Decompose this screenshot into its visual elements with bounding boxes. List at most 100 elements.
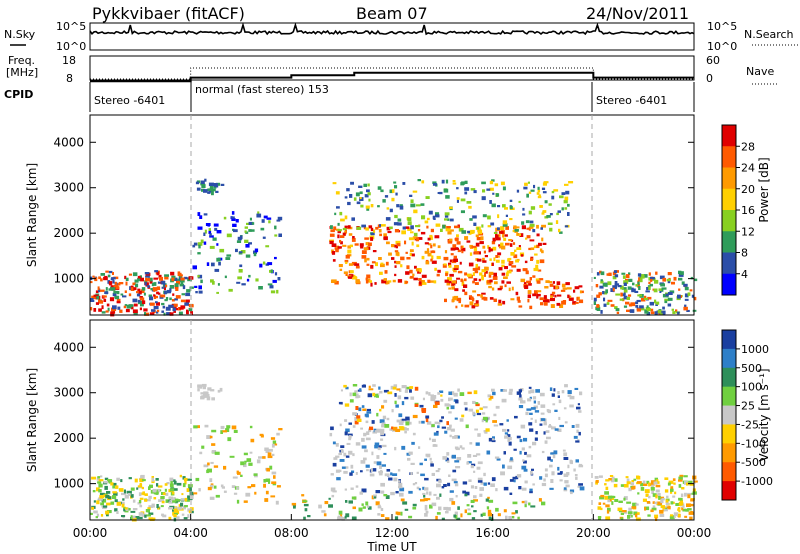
echo-cell (149, 296, 154, 301)
echo-cell (435, 212, 440, 215)
echo-cell (525, 411, 529, 416)
echo-cell (137, 502, 142, 505)
colorbar-swatch (722, 443, 736, 463)
echo-cell (522, 207, 525, 211)
echo-cell (482, 412, 486, 415)
echo-cell (143, 308, 148, 312)
echo-cell (614, 499, 619, 502)
echo-cell (559, 231, 563, 234)
echo-cell (660, 499, 664, 504)
echo-cell (371, 451, 374, 456)
echo-cell (344, 225, 350, 229)
echo-cell (345, 455, 350, 458)
echo-cell (647, 296, 652, 300)
echo-cell (564, 183, 569, 186)
echo-cell (410, 472, 413, 475)
echo-cell (226, 254, 232, 257)
ytick-label: 2000 (53, 431, 84, 445)
echo-cell (514, 415, 518, 419)
echo-cell (635, 517, 641, 521)
echo-cell (620, 292, 623, 297)
echo-cell (439, 390, 444, 393)
echo-cell (526, 227, 530, 230)
echo-cell (456, 457, 462, 461)
echo-cell (258, 456, 263, 459)
echo-cell (338, 510, 343, 515)
echo-cell (519, 394, 522, 398)
echo-cell (197, 385, 201, 388)
echo-cell (687, 492, 692, 496)
echo-cell (258, 286, 263, 290)
echo-cell (274, 256, 277, 260)
echo-cell (112, 305, 117, 310)
echo-cell (145, 275, 150, 278)
echo-cell (429, 280, 434, 283)
echo-cell (452, 244, 457, 248)
echo-cell (172, 306, 176, 310)
echo-cell (617, 507, 623, 511)
echo-cell (356, 415, 361, 419)
echo-cell (344, 431, 348, 436)
echo-cell (454, 511, 458, 515)
echo-cell (495, 488, 498, 492)
echo-cell (245, 244, 250, 248)
echo-cell (657, 310, 662, 314)
echo-cell (141, 486, 144, 490)
echo-cell (358, 407, 362, 412)
echo-cell (385, 517, 390, 520)
echo-cell (505, 515, 508, 520)
echo-cell (365, 414, 369, 418)
echo-cell (277, 277, 281, 281)
echo-cell (556, 302, 561, 306)
echo-cell (478, 251, 481, 255)
echo-cell (464, 509, 467, 514)
echo-cell (496, 237, 501, 241)
colorbar-tick-label: 500 (741, 362, 762, 375)
echo-cell (495, 234, 499, 239)
echo-cell (470, 499, 475, 503)
echo-cell (544, 302, 548, 306)
echo-cell (174, 283, 179, 287)
echo-cell (119, 309, 123, 313)
echo-cell (366, 411, 372, 414)
echo-cell (209, 484, 214, 489)
echo-cell (611, 496, 614, 500)
echo-cell (559, 471, 563, 474)
echo-cell (225, 257, 231, 260)
echo-cell (355, 485, 359, 488)
echo-cell (190, 304, 194, 308)
echo-cell (405, 251, 408, 254)
echo-cell (644, 297, 648, 300)
echo-cell (556, 294, 562, 297)
echo-cell (482, 257, 485, 262)
echo-cell (276, 219, 281, 222)
echo-cell (123, 506, 126, 510)
echo-cell (251, 222, 255, 225)
echo-cell (678, 509, 681, 513)
echo-cell (153, 492, 158, 495)
echo-cell (447, 239, 453, 244)
echo-cell (172, 491, 175, 495)
echo-cell (623, 289, 628, 293)
echo-cell (380, 428, 385, 433)
echo-cell (187, 514, 190, 519)
echo-cell (463, 284, 468, 288)
echo-cell (609, 475, 614, 478)
echo-cell (541, 450, 545, 454)
echo-cell (447, 277, 452, 281)
echo-cell (417, 229, 421, 232)
echo-cell (323, 513, 327, 517)
echo-cell (144, 282, 147, 286)
echo-cell (95, 290, 99, 294)
echo-cell (351, 217, 355, 221)
echo-cell (360, 470, 363, 473)
echo-cell (491, 477, 496, 482)
echo-cell (345, 466, 349, 469)
date-title: 24/Nov/2011 (586, 4, 689, 23)
echo-cell (626, 296, 630, 300)
echo-cell (525, 220, 530, 224)
echo-cell (171, 277, 175, 282)
echo-cell (336, 206, 340, 209)
echo-cell (548, 281, 552, 284)
echo-cell (333, 226, 337, 231)
